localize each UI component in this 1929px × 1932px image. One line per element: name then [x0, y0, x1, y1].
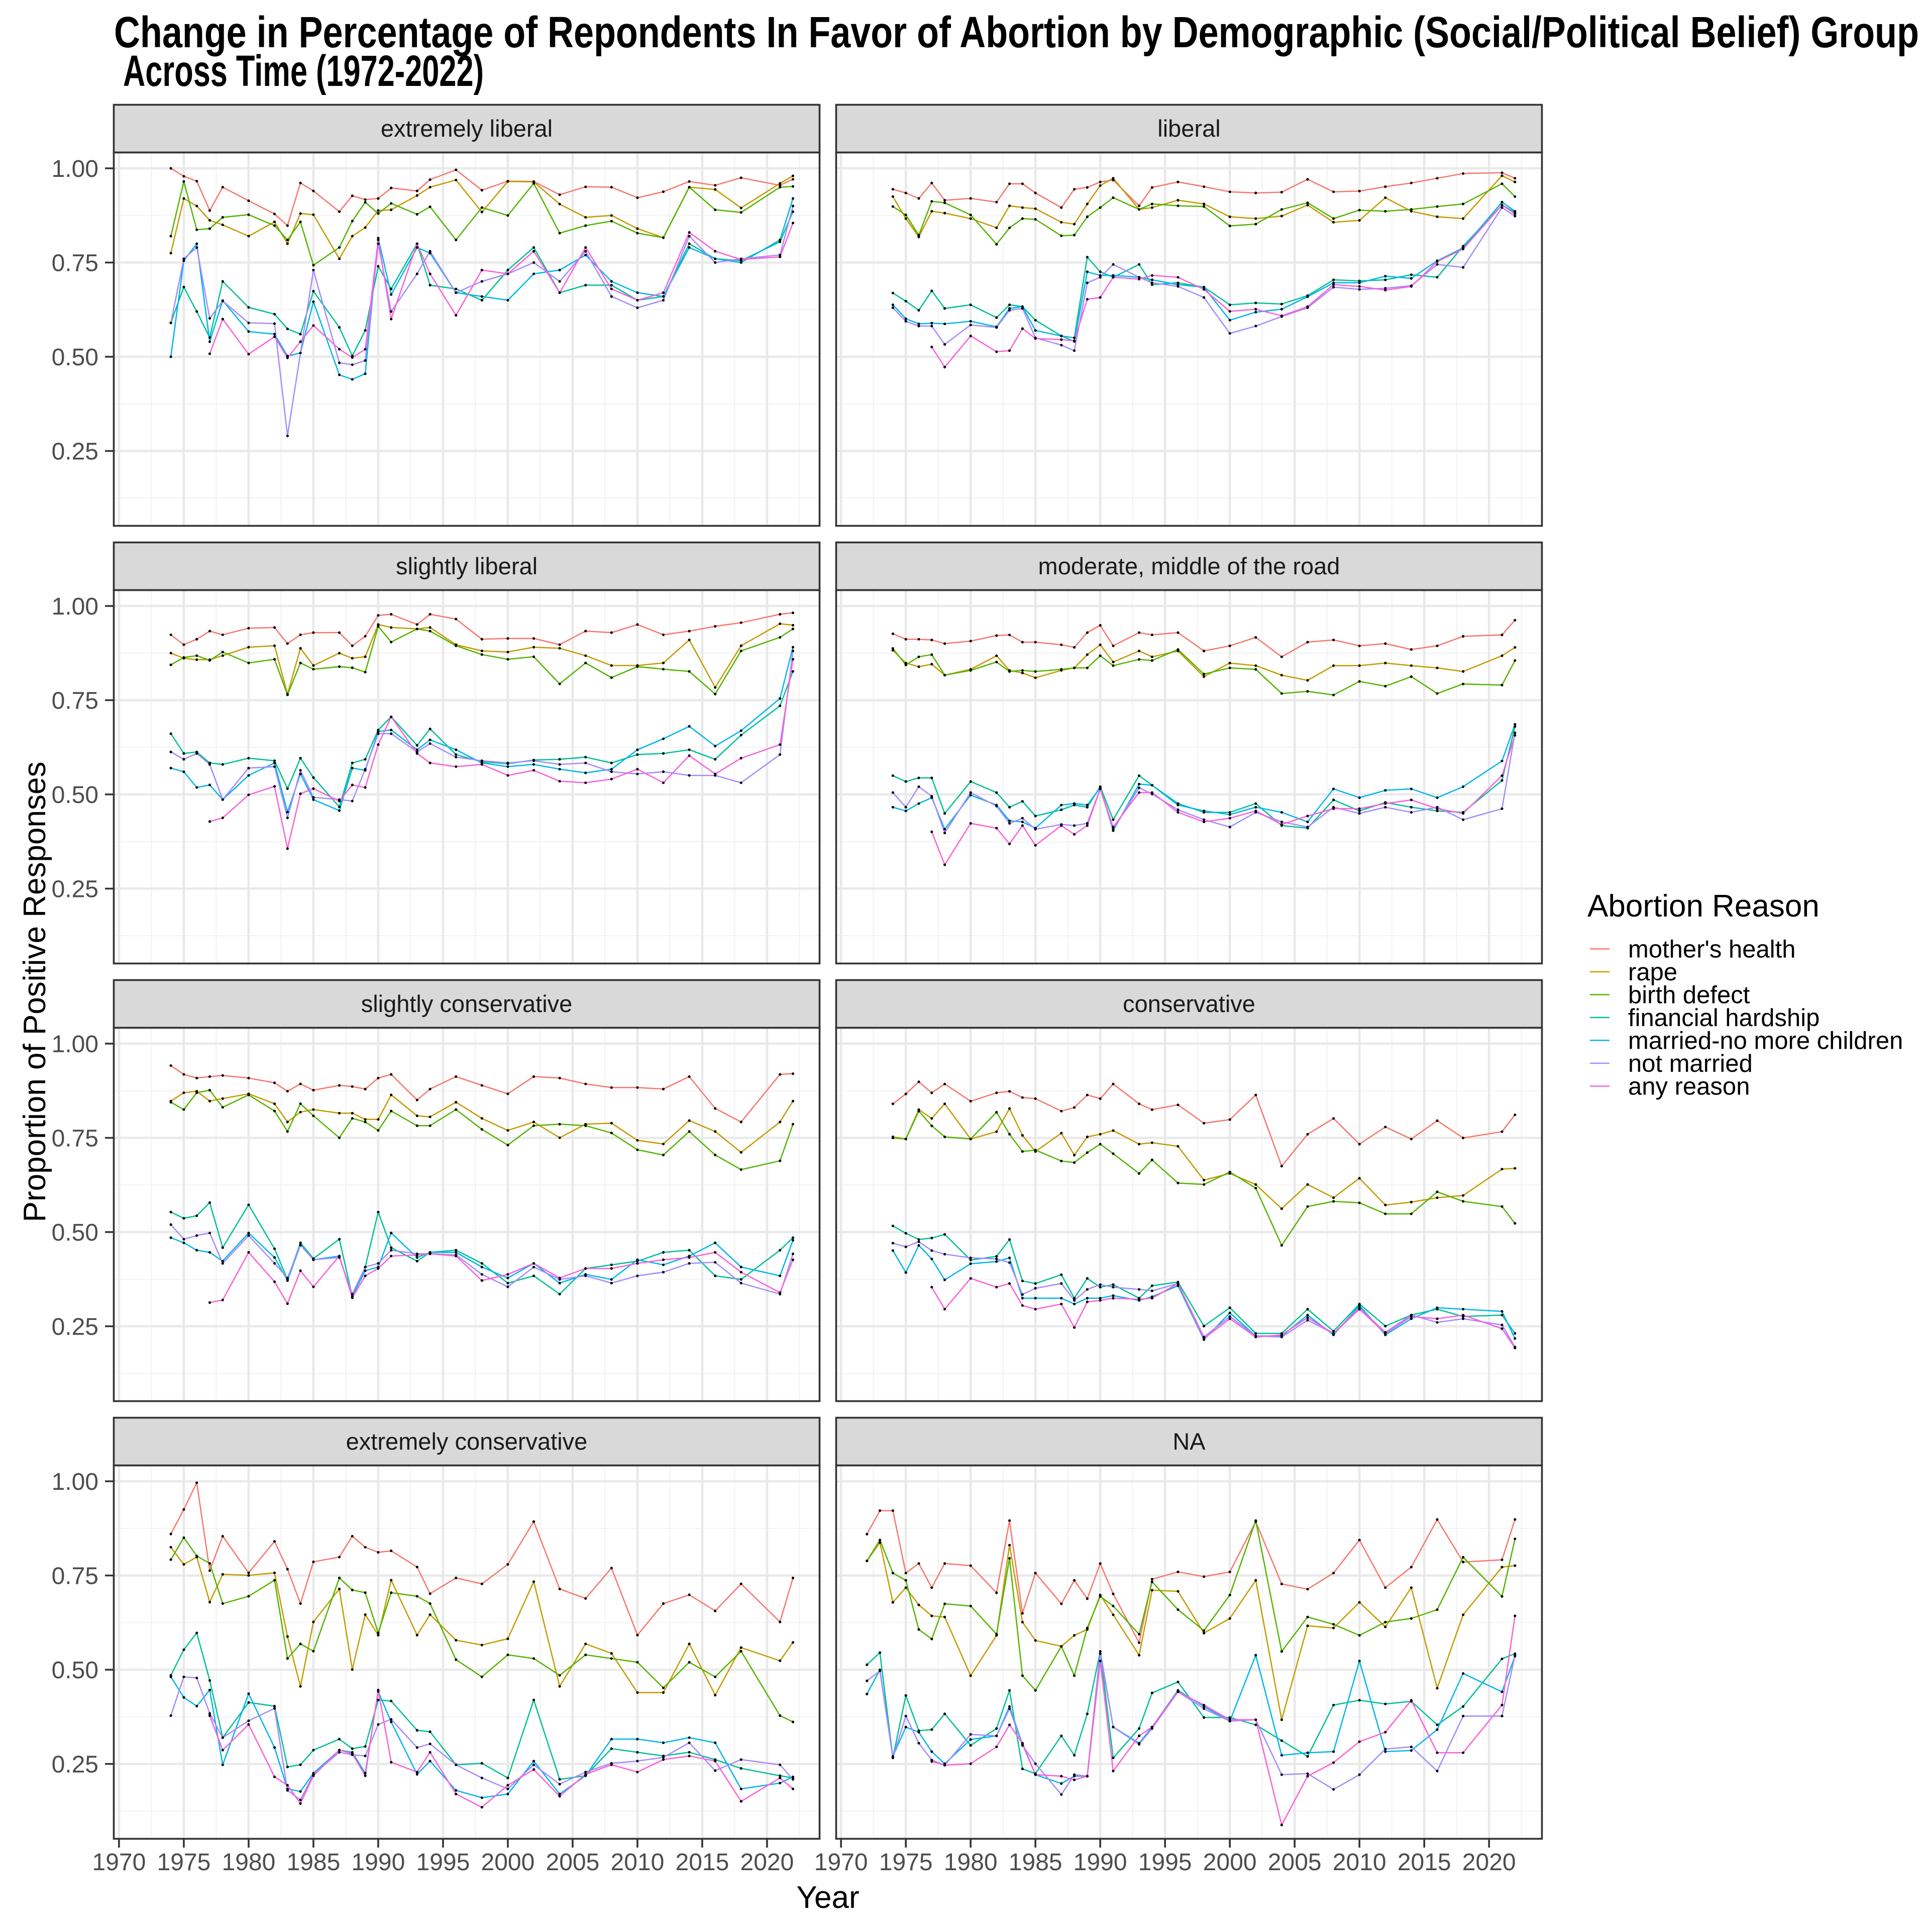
svg-text:any reason: any reason — [1628, 1073, 1750, 1100]
svg-text:1985: 1985 — [287, 1849, 341, 1876]
svg-text:liberal: liberal — [1157, 115, 1220, 142]
svg-text:conservative: conservative — [1123, 990, 1255, 1017]
svg-text:Proportion of Positive Respons: Proportion of Positive Responses — [18, 762, 52, 1223]
svg-text:1980: 1980 — [222, 1849, 276, 1876]
svg-text:extremely conservative: extremely conservative — [346, 1428, 588, 1455]
svg-text:0.50: 0.50 — [52, 1657, 98, 1684]
svg-text:0.25: 0.25 — [52, 876, 98, 903]
svg-text:2020: 2020 — [740, 1849, 794, 1876]
svg-text:0.75: 0.75 — [52, 1126, 98, 1152]
svg-text:married-no more children: married-no more children — [1628, 1028, 1903, 1055]
svg-text:NA: NA — [1172, 1428, 1206, 1455]
svg-text:1990: 1990 — [352, 1849, 405, 1876]
svg-text:2015: 2015 — [676, 1849, 729, 1876]
svg-text:0.25: 0.25 — [52, 439, 98, 465]
svg-text:1990: 1990 — [1074, 1849, 1127, 1876]
svg-text:Year: Year — [796, 1880, 859, 1915]
svg-text:0.25: 0.25 — [52, 1314, 98, 1341]
svg-text:rape: rape — [1628, 959, 1677, 986]
svg-text:1975: 1975 — [879, 1849, 933, 1876]
svg-text:Change in Percentage of Repond: Change in Percentage of Repondents In Fa… — [114, 8, 1919, 57]
svg-text:1980: 1980 — [944, 1849, 998, 1876]
svg-text:not married: not married — [1628, 1050, 1753, 1077]
svg-text:1.00: 1.00 — [52, 1031, 98, 1058]
svg-text:moderate, middle of the road: moderate, middle of the road — [1038, 553, 1340, 579]
svg-text:1995: 1995 — [1138, 1849, 1192, 1876]
svg-text:2005: 2005 — [546, 1849, 600, 1876]
svg-text:mother's health: mother's health — [1628, 936, 1795, 963]
svg-text:slightly conservative: slightly conservative — [361, 990, 573, 1017]
svg-text:2010: 2010 — [1333, 1849, 1386, 1876]
svg-text:1970: 1970 — [814, 1849, 868, 1876]
svg-text:Across Time (1972-2022): Across Time (1972-2022) — [123, 47, 484, 95]
svg-text:0.75: 0.75 — [52, 1563, 98, 1590]
svg-text:1995: 1995 — [416, 1849, 470, 1876]
svg-text:0.50: 0.50 — [52, 782, 98, 808]
svg-text:0.25: 0.25 — [52, 1752, 98, 1778]
svg-text:1970: 1970 — [92, 1849, 146, 1876]
svg-text:1975: 1975 — [157, 1849, 211, 1876]
svg-text:extremely liberal: extremely liberal — [381, 115, 553, 142]
svg-text:2020: 2020 — [1462, 1849, 1516, 1876]
svg-text:1.00: 1.00 — [52, 593, 98, 620]
svg-text:1.00: 1.00 — [52, 156, 98, 182]
svg-text:0.75: 0.75 — [52, 688, 98, 715]
svg-text:0.75: 0.75 — [52, 250, 98, 277]
svg-text:1.00: 1.00 — [52, 1469, 98, 1495]
svg-text:0.50: 0.50 — [52, 344, 98, 371]
svg-text:financial hardship: financial hardship — [1628, 1004, 1819, 1032]
svg-text:2010: 2010 — [611, 1849, 665, 1876]
svg-text:0.50: 0.50 — [52, 1219, 98, 1246]
svg-text:1985: 1985 — [1009, 1849, 1062, 1876]
svg-text:2015: 2015 — [1398, 1849, 1451, 1876]
svg-text:Abortion Reason: Abortion Reason — [1587, 889, 1819, 924]
svg-text:2000: 2000 — [481, 1849, 535, 1876]
svg-text:2005: 2005 — [1268, 1849, 1322, 1876]
svg-text:slightly liberal: slightly liberal — [396, 553, 538, 579]
svg-text:2000: 2000 — [1203, 1849, 1257, 1876]
svg-text:birth defect: birth defect — [1628, 982, 1750, 1009]
